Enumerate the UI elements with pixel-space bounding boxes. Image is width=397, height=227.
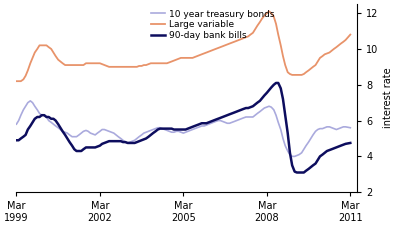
- 90-day bank bills: [274, 81, 278, 84]
- Line: Large variable: Large variable: [16, 11, 350, 81]
- Large variable: [37, 44, 42, 47]
- Large variable: [116, 65, 121, 68]
- 90-day bank bills: [14, 139, 19, 142]
- 10 year treasury bonds: [28, 99, 33, 102]
- 10 year treasury bonds: [290, 155, 295, 158]
- Large variable: [63, 64, 67, 67]
- 10 year treasury bonds: [283, 144, 287, 147]
- Line: 10 year treasury bonds: 10 year treasury bonds: [16, 101, 350, 156]
- 10 year treasury bonds: [287, 153, 292, 156]
- 90-day bank bills: [287, 151, 292, 154]
- Large variable: [251, 32, 255, 34]
- 10 year treasury bonds: [65, 132, 70, 134]
- 90-day bank bills: [283, 114, 287, 116]
- 90-day bank bills: [348, 142, 353, 144]
- 90-day bank bills: [37, 116, 42, 118]
- Legend: 10 year treasury bonds, Large variable, 90-day bank bills: 10 year treasury bonds, Large variable, …: [150, 9, 275, 41]
- 90-day bank bills: [295, 171, 299, 174]
- Large variable: [267, 10, 272, 13]
- 90-day bank bills: [63, 133, 67, 136]
- Y-axis label: interest rate: interest rate: [383, 68, 393, 128]
- Large variable: [348, 33, 353, 36]
- Large variable: [283, 64, 287, 67]
- 10 year treasury bonds: [253, 114, 258, 116]
- 10 year treasury bonds: [14, 123, 19, 126]
- 10 year treasury bonds: [39, 114, 44, 116]
- 10 year treasury bonds: [348, 126, 353, 129]
- Line: 90-day bank bills: 90-day bank bills: [16, 83, 350, 173]
- 90-day bank bills: [116, 140, 121, 143]
- Large variable: [287, 73, 292, 75]
- Large variable: [14, 80, 19, 83]
- 90-day bank bills: [251, 105, 255, 108]
- 10 year treasury bonds: [118, 137, 123, 140]
